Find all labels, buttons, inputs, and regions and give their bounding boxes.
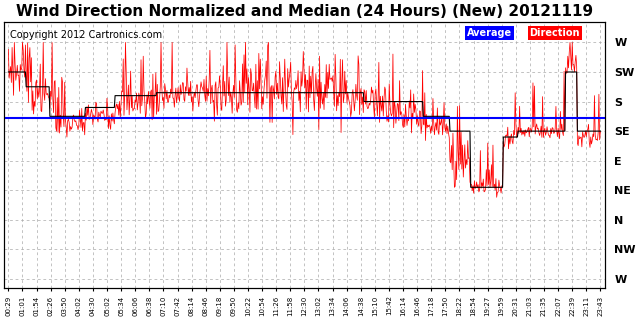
Title: Wind Direction Normalized and Median (24 Hours) (New) 20121119: Wind Direction Normalized and Median (24… <box>16 4 593 19</box>
Text: Copyright 2012 Cartronics.com: Copyright 2012 Cartronics.com <box>10 30 163 40</box>
Text: Direction: Direction <box>529 28 580 38</box>
Text: Average: Average <box>467 28 511 38</box>
